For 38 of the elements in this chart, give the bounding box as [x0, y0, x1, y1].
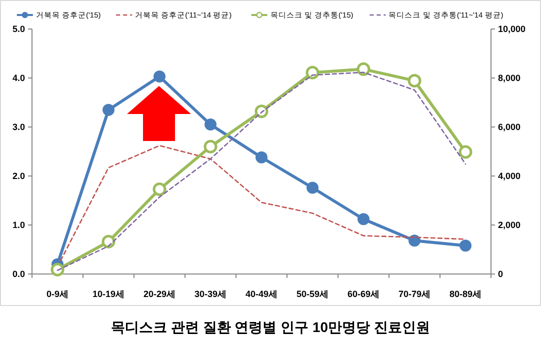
point [152, 182, 166, 196]
x-tick-label: 10-19세 [92, 289, 125, 299]
y2-tick-label: 0 [498, 269, 504, 280]
x-tick-label: 60-69세 [347, 289, 380, 299]
x-tick-label: 50-59세 [296, 289, 329, 299]
x-tick-label: 80-89세 [449, 289, 482, 299]
y2-tick-label: 6,000 [498, 122, 521, 132]
x-tick-label: 40-49세 [245, 289, 278, 299]
point [204, 140, 218, 154]
y2-tick-label: 2,000 [498, 220, 521, 230]
point [50, 262, 64, 276]
y-tick-label: 1.0 [12, 220, 25, 230]
y-tick-label: 3.0 [12, 122, 25, 132]
y-tick-label: 2.0 [12, 171, 25, 182]
point [460, 240, 472, 252]
point [204, 118, 216, 131]
text: 목디스크 관련 질환 연령별 인구 10만명당 진료인원 [111, 319, 430, 335]
point [306, 66, 320, 80]
y-tick-label: 4.0 [12, 73, 25, 84]
point [356, 62, 370, 76]
y2-tick-label: 4,000 [498, 171, 521, 182]
y-tick-label: 5.0 [12, 24, 25, 34]
point [256, 151, 268, 164]
y2-tick-label: 8,000 [498, 73, 521, 84]
x-tick-label: 20-29세 [143, 289, 176, 299]
point [254, 104, 268, 118]
y-tick-label: 0.0 [12, 269, 25, 280]
x-tick-label: 0-9세 [46, 289, 69, 299]
x-tick-label: 30-39세 [194, 289, 227, 299]
y2-tick-label: 10,000 [498, 24, 526, 34]
point [408, 74, 422, 88]
point [102, 104, 114, 116]
point [102, 234, 116, 248]
x-tick-label: 70-79세 [398, 289, 431, 299]
point [154, 70, 166, 83]
point [306, 182, 318, 194]
point [458, 145, 472, 159]
point [358, 213, 370, 226]
